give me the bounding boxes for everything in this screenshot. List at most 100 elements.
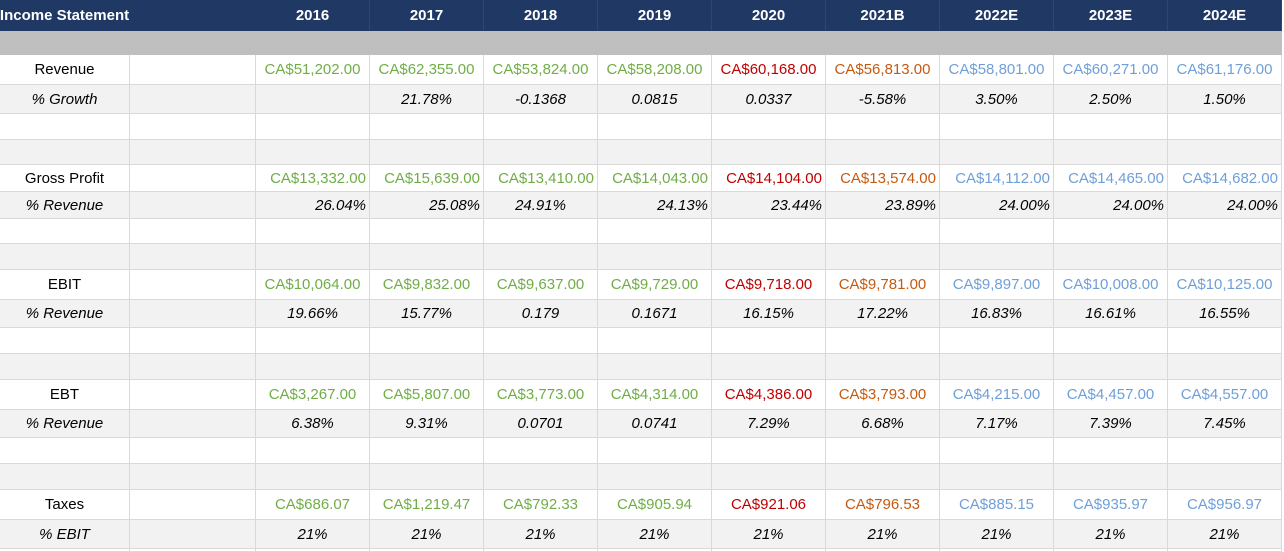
value-cell[interactable]: 24.00% bbox=[940, 192, 1054, 219]
header-year-2021b[interactable]: 2021B bbox=[826, 0, 940, 31]
empty-cell[interactable] bbox=[712, 244, 826, 270]
empty-cell[interactable] bbox=[1054, 328, 1168, 354]
band-cell[interactable] bbox=[1168, 31, 1282, 55]
row-label[interactable]: Gross Profit bbox=[0, 165, 130, 192]
empty-cell[interactable] bbox=[1168, 354, 1282, 380]
value-cell[interactable]: 6.68% bbox=[826, 410, 940, 438]
value-cell[interactable]: CA$905.94 bbox=[598, 490, 712, 520]
empty-cell[interactable] bbox=[712, 354, 826, 380]
empty-cell[interactable] bbox=[1054, 244, 1168, 270]
value-cell[interactable]: CA$9,637.00 bbox=[484, 270, 598, 300]
value-cell[interactable]: CA$4,386.00 bbox=[712, 380, 826, 410]
empty-cell[interactable] bbox=[598, 464, 712, 490]
value-cell[interactable]: CA$14,682.00 bbox=[1168, 165, 1282, 192]
header-year-2022e[interactable]: 2022E bbox=[940, 0, 1054, 31]
value-cell[interactable]: 21% bbox=[940, 520, 1054, 549]
band-cell[interactable] bbox=[598, 31, 712, 55]
empty-cell[interactable] bbox=[256, 438, 370, 464]
empty-cell[interactable] bbox=[370, 244, 484, 270]
empty-cell[interactable] bbox=[1054, 464, 1168, 490]
value-cell[interactable]: CA$1,219.47 bbox=[370, 490, 484, 520]
value-cell[interactable]: 21% bbox=[826, 520, 940, 549]
empty-cell[interactable] bbox=[940, 354, 1054, 380]
empty-cell[interactable] bbox=[826, 464, 940, 490]
value-cell[interactable]: CA$9,781.00 bbox=[826, 270, 940, 300]
empty-cell[interactable] bbox=[1168, 244, 1282, 270]
empty-cell[interactable] bbox=[598, 328, 712, 354]
value-cell[interactable]: 21% bbox=[1054, 520, 1168, 549]
empty-cell[interactable] bbox=[598, 438, 712, 464]
value-cell[interactable]: 0.0741 bbox=[598, 410, 712, 438]
value-cell[interactable]: CA$10,064.00 bbox=[256, 270, 370, 300]
value-cell[interactable]: CA$9,832.00 bbox=[370, 270, 484, 300]
value-cell[interactable]: CA$10,125.00 bbox=[1168, 270, 1282, 300]
header-year-2018[interactable]: 2018 bbox=[484, 0, 598, 31]
header-year-2019[interactable]: 2019 bbox=[598, 0, 712, 31]
row-label[interactable]: % EBIT bbox=[0, 520, 130, 549]
empty-cell[interactable] bbox=[130, 438, 256, 464]
value-cell[interactable]: 16.55% bbox=[1168, 300, 1282, 328]
blank-cell[interactable] bbox=[130, 55, 256, 85]
value-cell[interactable]: 17.22% bbox=[826, 300, 940, 328]
empty-cell[interactable] bbox=[940, 464, 1054, 490]
value-cell[interactable]: CA$4,457.00 bbox=[1054, 380, 1168, 410]
value-cell[interactable]: CA$686.07 bbox=[256, 490, 370, 520]
empty-cell[interactable] bbox=[0, 244, 130, 270]
value-cell[interactable]: CA$792.33 bbox=[484, 490, 598, 520]
value-cell[interactable]: 21% bbox=[712, 520, 826, 549]
empty-cell[interactable] bbox=[712, 114, 826, 140]
value-cell[interactable]: CA$15,639.00 bbox=[370, 165, 484, 192]
value-cell[interactable]: CA$13,574.00 bbox=[826, 165, 940, 192]
value-cell[interactable]: CA$58,801.00 bbox=[940, 55, 1054, 85]
empty-cell[interactable] bbox=[940, 244, 1054, 270]
empty-cell[interactable] bbox=[1054, 114, 1168, 140]
value-cell[interactable]: CA$3,773.00 bbox=[484, 380, 598, 410]
band-cell[interactable] bbox=[130, 31, 256, 55]
blank-cell[interactable] bbox=[130, 270, 256, 300]
empty-cell[interactable] bbox=[1054, 438, 1168, 464]
value-cell[interactable]: CA$5,807.00 bbox=[370, 380, 484, 410]
value-cell[interactable]: 23.44% bbox=[712, 192, 826, 219]
empty-cell[interactable] bbox=[826, 140, 940, 165]
blank-cell[interactable] bbox=[130, 380, 256, 410]
empty-cell[interactable] bbox=[712, 464, 826, 490]
empty-cell[interactable] bbox=[826, 244, 940, 270]
empty-cell[interactable] bbox=[130, 464, 256, 490]
empty-cell[interactable] bbox=[826, 354, 940, 380]
value-cell[interactable]: 16.15% bbox=[712, 300, 826, 328]
row-label[interactable]: % Growth bbox=[0, 85, 130, 114]
empty-cell[interactable] bbox=[370, 438, 484, 464]
value-cell[interactable]: 21.78% bbox=[370, 85, 484, 114]
empty-cell[interactable] bbox=[940, 438, 1054, 464]
value-cell[interactable]: 24.91% bbox=[484, 192, 598, 219]
value-cell[interactable]: CA$14,104.00 bbox=[712, 165, 826, 192]
value-cell[interactable]: CA$9,897.00 bbox=[940, 270, 1054, 300]
empty-cell[interactable] bbox=[712, 438, 826, 464]
empty-cell[interactable] bbox=[1054, 354, 1168, 380]
blank-cell[interactable] bbox=[130, 490, 256, 520]
empty-cell[interactable] bbox=[940, 114, 1054, 140]
empty-cell[interactable] bbox=[370, 114, 484, 140]
blank-cell[interactable] bbox=[130, 192, 256, 219]
value-cell[interactable]: CA$3,793.00 bbox=[826, 380, 940, 410]
band-cell[interactable] bbox=[256, 31, 370, 55]
value-cell[interactable]: CA$61,176.00 bbox=[1168, 55, 1282, 85]
value-cell[interactable]: CA$13,410.00 bbox=[484, 165, 598, 192]
value-cell[interactable]: 16.83% bbox=[940, 300, 1054, 328]
value-cell[interactable]: 7.17% bbox=[940, 410, 1054, 438]
value-cell[interactable]: CA$51,202.00 bbox=[256, 55, 370, 85]
value-cell[interactable]: 24.13% bbox=[598, 192, 712, 219]
value-cell[interactable]: 23.89% bbox=[826, 192, 940, 219]
row-label[interactable]: Taxes bbox=[0, 490, 130, 520]
value-cell[interactable]: CA$58,208.00 bbox=[598, 55, 712, 85]
value-cell[interactable] bbox=[256, 85, 370, 114]
value-cell[interactable]: 0.0701 bbox=[484, 410, 598, 438]
value-cell[interactable]: 21% bbox=[256, 520, 370, 549]
value-cell[interactable]: 25.08% bbox=[370, 192, 484, 219]
blank-cell[interactable] bbox=[130, 165, 256, 192]
band-cell[interactable] bbox=[0, 31, 130, 55]
empty-cell[interactable] bbox=[130, 244, 256, 270]
empty-cell[interactable] bbox=[1168, 438, 1282, 464]
header-year-2023e[interactable]: 2023E bbox=[1054, 0, 1168, 31]
empty-cell[interactable] bbox=[712, 219, 826, 244]
